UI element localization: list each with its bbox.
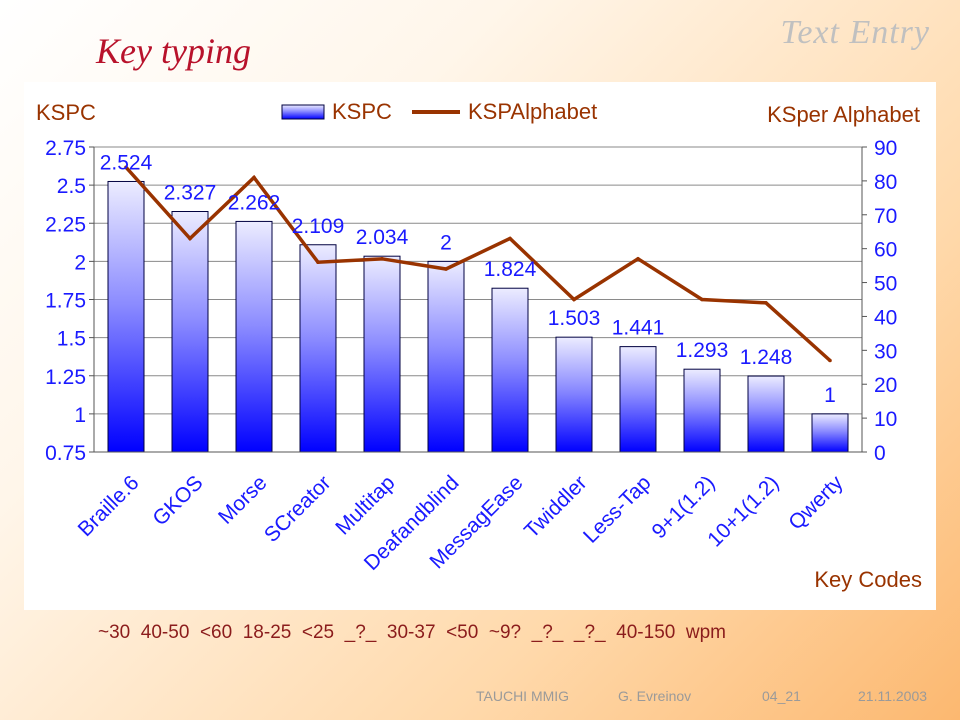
category-label: Braille.6	[74, 471, 144, 541]
slide-title: Key typing	[96, 31, 251, 71]
x-axis-title: Key Codes	[814, 567, 922, 592]
kspalphabet-point	[124, 165, 128, 170]
category-label: Qwerty	[784, 471, 848, 535]
chart-panel: 0.75 1 1.25 1.5 1.75 2 2.25 2.5 2.75 0 10 20 30 40 50 6…	[24, 82, 936, 610]
left-tick-label: 1	[74, 404, 86, 427]
bar-value-label: 1.441	[612, 317, 665, 340]
left-tick-label: 1.5	[57, 328, 86, 351]
right-tick-label: 20	[874, 374, 897, 397]
footer-org: TAUCHI MMIG	[476, 688, 570, 704]
right-tick-label: 10	[874, 408, 897, 431]
bar-value-label: 1.293	[676, 339, 729, 362]
right-tick-label: 80	[874, 171, 897, 194]
right-tick-label: 50	[874, 273, 897, 296]
bar-value-label: 2.327	[164, 182, 217, 205]
footer-slide-number: 04_21	[762, 688, 801, 704]
kspalphabet-point	[828, 358, 832, 363]
kspalphabet-point	[508, 236, 512, 241]
wpm-row: ~30 40-50 <60 18-25 <25 _?_ 30-37 <50 ~9…	[98, 622, 727, 643]
bar-less-tap	[619, 346, 657, 453]
left-tick-label: 1.25	[45, 366, 86, 389]
bar-9-1-1-2-	[683, 368, 721, 453]
bar-10-1-1-2-	[747, 375, 785, 453]
category-label: 10+1(1.2)	[703, 471, 783, 551]
bar-value-label: 2.034	[356, 226, 409, 249]
right-tick-label: 70	[874, 205, 897, 228]
left-tick-label: 2.5	[57, 175, 86, 198]
left-tick-label: 1.75	[45, 290, 86, 313]
footer-author: G. Evreinov	[618, 688, 692, 704]
bar-screator	[299, 244, 337, 453]
combo-chart: 0.75 1 1.25 1.5 1.75 2 2.25 2.5 2.75 0 10 20 30 40 50 6…	[36, 99, 922, 592]
kspalphabet-point	[188, 236, 192, 241]
bar-value-label: 1.824	[484, 258, 537, 281]
section-title: Text Entry	[780, 14, 930, 51]
bar-value-label: 1	[824, 384, 836, 407]
bar-deafandblind	[427, 260, 465, 453]
bar-braille-6	[107, 180, 145, 453]
bar-qwerty	[811, 413, 849, 453]
legend-bar-swatch	[281, 104, 325, 120]
bar-messagease	[491, 287, 529, 453]
kspalphabet-point	[444, 267, 448, 271]
kspalphabet-line	[124, 166, 832, 362]
category-label: GKOS	[148, 471, 207, 530]
kspalphabet-point	[380, 257, 384, 261]
left-tick-label: 2.75	[45, 137, 86, 160]
right-tick-label: 40	[874, 306, 897, 329]
kspalphabet-point	[252, 175, 256, 180]
kspalphabet-point	[700, 297, 704, 302]
category-label: Morse	[214, 471, 272, 529]
right-axis-title: KSper Alphabet	[767, 102, 920, 127]
category-label: Less-Tap	[579, 471, 656, 548]
legend-kspc-label: KSPC	[332, 99, 392, 124]
category-label: SCreator	[260, 471, 336, 547]
legend-kspalphabet-label: KSPAlphabet	[468, 99, 597, 124]
left-tick-label: 2.25	[45, 213, 86, 236]
bar-multitap	[363, 255, 401, 453]
right-tick-label: 90	[874, 137, 897, 160]
bar-value-label: 2.109	[292, 215, 345, 238]
bar-value-label: 1.503	[548, 307, 601, 330]
right-tick-label: 0	[874, 442, 886, 465]
bar-gkos	[171, 211, 209, 453]
kspalphabet-point	[764, 301, 768, 305]
bar-value-label: 2.262	[228, 191, 281, 214]
bar-morse	[235, 220, 273, 453]
kspalphabet-point	[572, 297, 576, 302]
left-axis-title: KSPC	[36, 100, 96, 125]
bar-value-label: 2	[440, 231, 452, 254]
right-tick-label: 60	[874, 239, 897, 262]
footer-date: 21.11.2003	[858, 688, 928, 704]
left-tick-label: 0.75	[45, 442, 86, 465]
kspalphabet-point	[316, 260, 320, 265]
right-tick-label: 30	[874, 340, 897, 363]
bar-value-label: 1.248	[740, 346, 793, 369]
kspalphabet-point	[636, 257, 640, 261]
bar-twiddler	[555, 336, 593, 453]
bar-value-label: 2.524	[100, 151, 153, 174]
left-tick-label: 2	[74, 251, 86, 274]
